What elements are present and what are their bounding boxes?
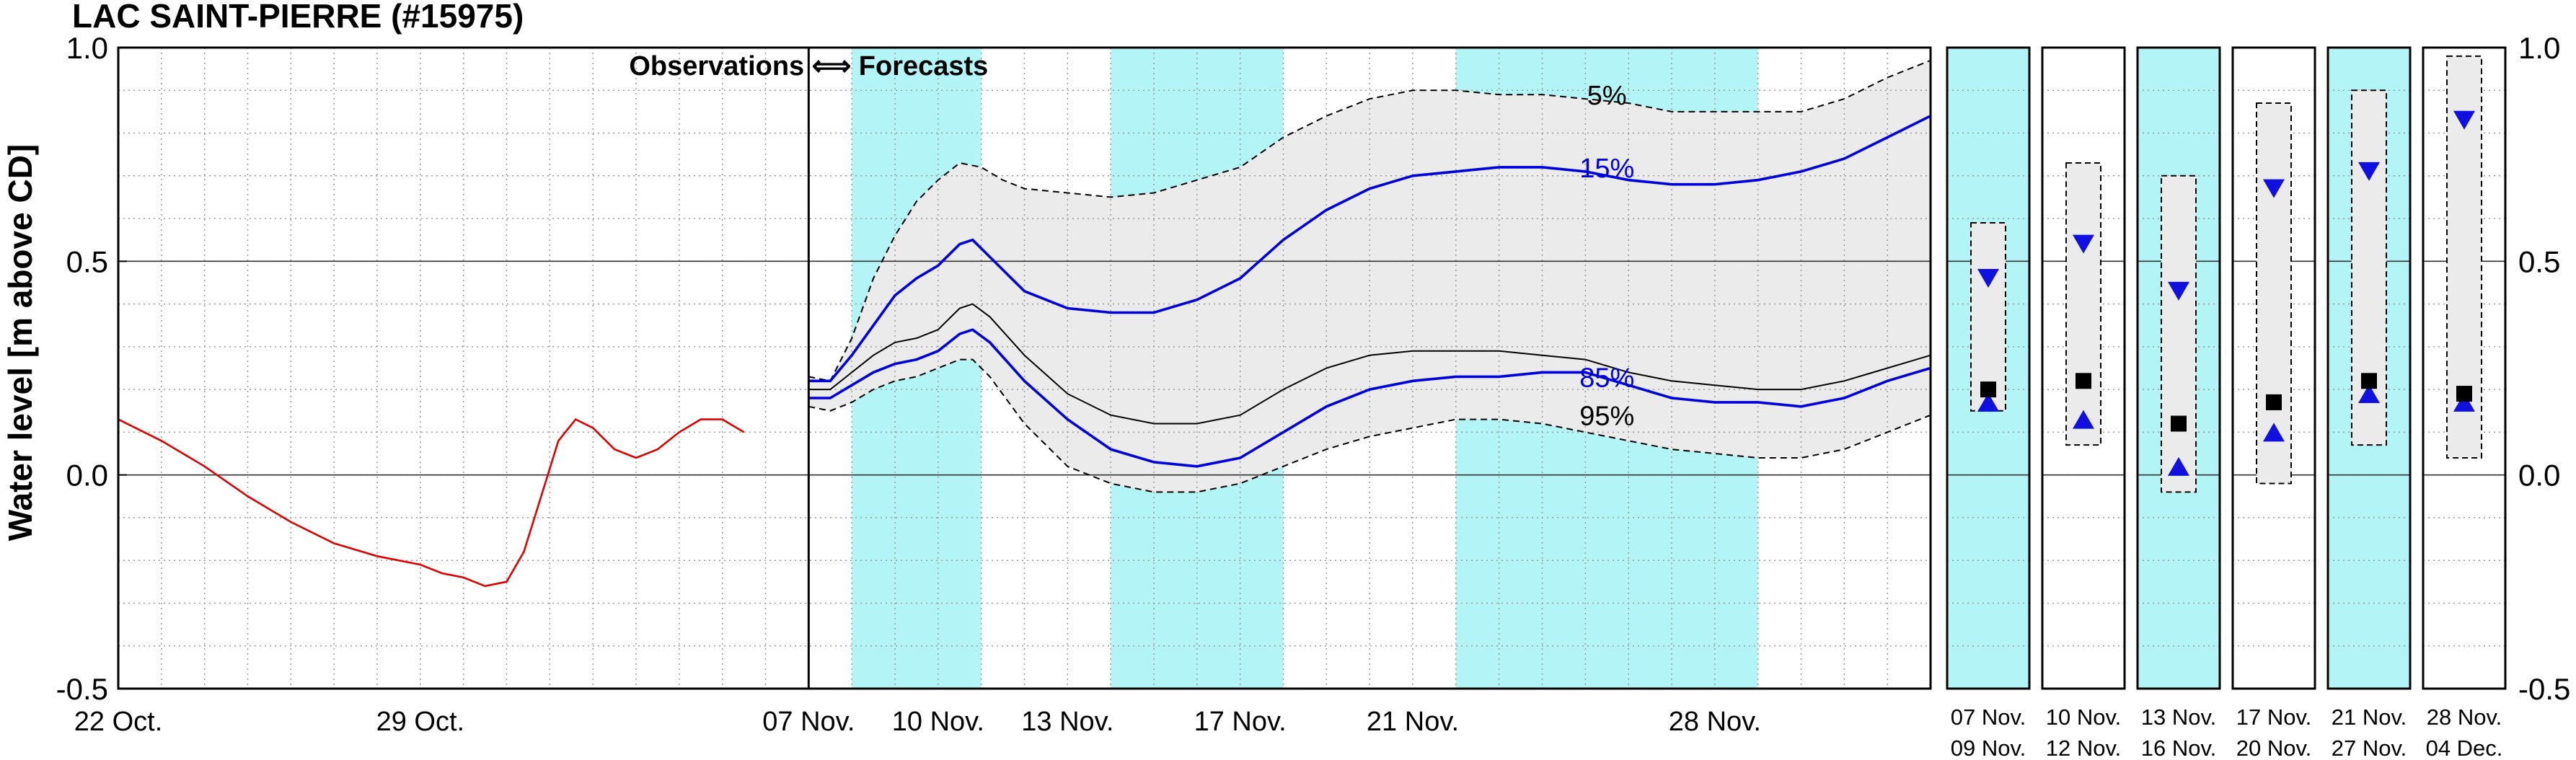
p85-series-line: [808, 328, 1931, 468]
max-marker-down-triangle: [2168, 281, 2189, 301]
right-y-tick-label: 0.0: [2518, 459, 2560, 492]
median-marker-square: [2171, 415, 2187, 432]
x-tick-label: 07 Nov.: [762, 707, 855, 737]
right-y-tick-label: 1.0: [2518, 31, 2560, 65]
period-panel-3: 17 Nov. 20 Nov.: [2231, 46, 2316, 760]
divider-label: Observations ⟺ Forecasts: [629, 51, 988, 81]
main-plot: 5% 15% 85% 95% Observations ⟺ Forecasts 1.0 0.…: [56, 31, 1932, 737]
min-marker-up-triangle: [2453, 392, 2475, 412]
y-tick-label: -0.5: [56, 672, 108, 706]
panel-frame: [2041, 46, 2126, 690]
x-tick-label: 13 Nov.: [1021, 707, 1113, 737]
period-start-label: 28 Nov.: [2427, 704, 2502, 730]
min-marker-up-triangle: [2263, 423, 2285, 442]
p15-series-line: [808, 115, 1931, 383]
y-tick-label: 0.0: [66, 459, 108, 492]
period-end-label: 16 Nov.: [2141, 735, 2217, 760]
x-tick-label: 22 Oct.: [74, 707, 163, 737]
median-series-line: [808, 303, 1931, 425]
range-box: [2256, 102, 2292, 485]
panel-frame: [2231, 46, 2316, 690]
period-start-label: 10 Nov.: [2046, 704, 2122, 730]
observed-series-line: [118, 417, 745, 588]
panel-frame: [1946, 46, 2031, 690]
y-tick-label: 1.0: [66, 31, 108, 65]
period-start-label: 21 Nov.: [2332, 704, 2407, 730]
median-marker-square: [2266, 394, 2282, 410]
period-end-label: 09 Nov.: [1951, 735, 2026, 760]
period-end-label: 04 Dec.: [2426, 735, 2503, 760]
range-box: [2065, 162, 2101, 446]
uncertainty-band: [808, 60, 1931, 492]
panel-frame: [2136, 46, 2221, 690]
chart-title: LAC SAINT-PIERRE (#15975): [72, 0, 524, 35]
min-marker-up-triangle: [1977, 392, 1999, 412]
plot-frame: [117, 46, 1932, 690]
period-start-label: 13 Nov.: [2141, 704, 2217, 730]
right-y-tick-label: -0.5: [2518, 672, 2570, 706]
period-start-label: 17 Nov.: [2236, 704, 2312, 730]
x-tick-label: 10 Nov.: [892, 707, 984, 737]
range-box: [2161, 174, 2197, 493]
period-summary-panels: 07 Nov. 09 Nov. 10 Nov. 12 Nov. 13 Nov. 16 No…: [1946, 31, 2570, 760]
x-tick-label: 17 Nov.: [1194, 707, 1287, 737]
period-end-label: 12 Nov.: [2046, 735, 2122, 760]
period-start-label: 07 Nov.: [1951, 704, 2026, 730]
period-panel-4: 21 Nov. 27 Nov.: [2326, 46, 2412, 760]
period-panel-5: 28 Nov. 04 Dec.: [2422, 46, 2507, 760]
right-y-tick-label: 0.5: [2518, 244, 2560, 278]
median-marker-square: [2076, 373, 2091, 389]
range-box: [2351, 89, 2387, 446]
curve-label-p95: 95%: [1579, 402, 1634, 432]
period-end-label: 20 Nov.: [2236, 735, 2312, 760]
min-marker-up-triangle: [2358, 384, 2380, 404]
y-tick-label: 0.5: [66, 244, 108, 278]
median-marker-square: [1980, 381, 1996, 398]
period-panel-1: 10 Nov. 12 Nov.: [2041, 46, 2126, 760]
p05-series-line: [808, 59, 1931, 382]
period-panel-2: 13 Nov. 16 Nov.: [2136, 46, 2221, 760]
max-marker-down-triangle: [1977, 269, 1999, 288]
panel-frame: [2326, 46, 2412, 690]
x-tick-label: 28 Nov.: [1669, 707, 1761, 737]
max-marker-down-triangle: [2358, 162, 2380, 181]
median-marker-square: [2361, 373, 2377, 389]
panel-frame: [2422, 46, 2507, 690]
min-marker-up-triangle: [2073, 410, 2094, 429]
p95-series-line: [808, 358, 1931, 493]
max-marker-down-triangle: [2263, 179, 2285, 198]
median-marker-square: [2456, 386, 2472, 402]
curve-label-p85: 85%: [1579, 363, 1634, 393]
max-marker-down-triangle: [2453, 110, 2475, 130]
curve-label-p05: 5%: [1587, 81, 1627, 111]
y-axis-label: Water level [m above CD]: [1, 144, 39, 541]
curve-label-p15: 15%: [1579, 154, 1634, 184]
x-tick-label: 29 Oct.: [376, 707, 465, 737]
max-marker-down-triangle: [2073, 234, 2094, 254]
min-marker-up-triangle: [2168, 456, 2189, 476]
period-end-label: 27 Nov.: [2332, 735, 2407, 760]
period-panel-0: 07 Nov. 09 Nov.: [1946, 46, 2031, 760]
x-tick-label: 21 Nov.: [1367, 707, 1459, 737]
